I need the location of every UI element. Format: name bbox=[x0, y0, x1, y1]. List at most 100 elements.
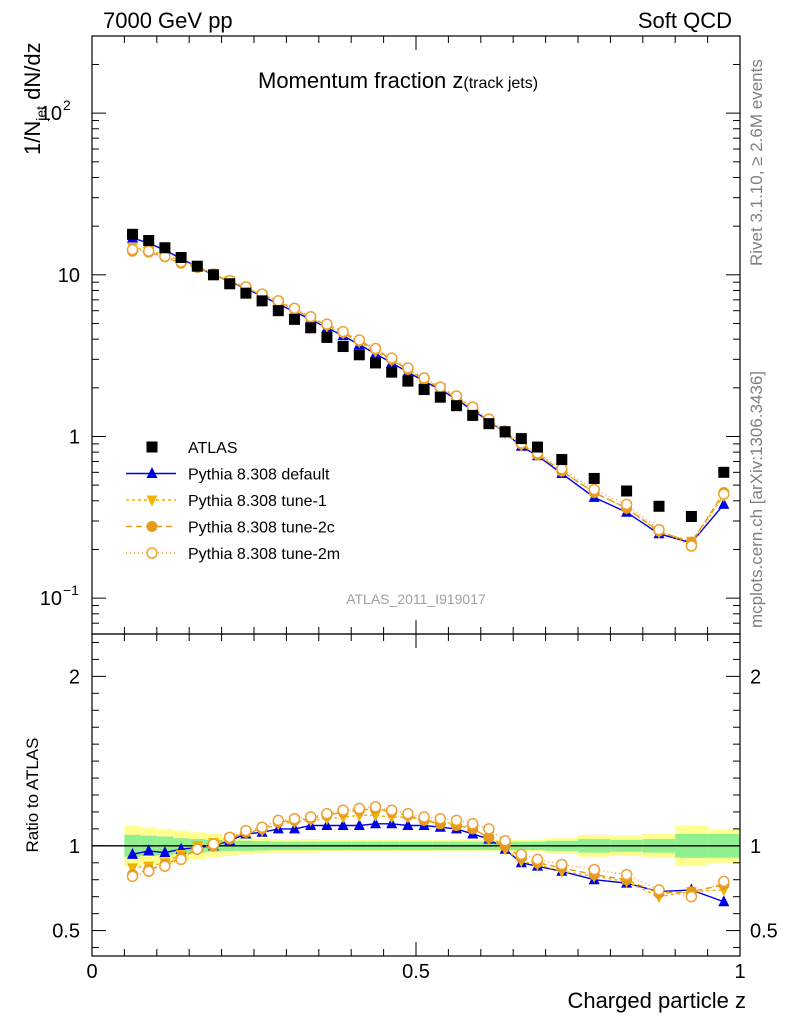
main-data-point bbox=[272, 295, 285, 307]
y-tick-label: 1 bbox=[69, 426, 80, 448]
main-data-point bbox=[418, 384, 430, 396]
main-data-point bbox=[369, 342, 382, 355]
ratio-data-point bbox=[223, 831, 236, 844]
main-y-label-prefix: 1/N bbox=[20, 121, 45, 155]
rivet-label: Rivet 3.1.10, ≥ 2.6M events bbox=[747, 59, 766, 266]
ratio-data-point bbox=[434, 812, 447, 825]
main-data-point bbox=[142, 245, 155, 257]
chart-title-main: Momentum fraction z bbox=[258, 68, 463, 93]
main-data-point bbox=[451, 400, 462, 412]
ratio-y-tick-label: 1 bbox=[69, 836, 80, 858]
ratio-data-point bbox=[402, 807, 414, 820]
main-data-point bbox=[418, 372, 430, 384]
ratio-data-point bbox=[499, 835, 511, 847]
main-data-point bbox=[321, 318, 333, 330]
y-tick-exponent: 2 bbox=[63, 97, 71, 113]
main-data-point bbox=[240, 287, 252, 299]
ratio-data-point bbox=[450, 814, 463, 827]
ratio-y-tick-label: 2 bbox=[69, 666, 80, 688]
main-data-point bbox=[272, 305, 284, 317]
main-data-point bbox=[305, 322, 317, 334]
main-data-point bbox=[126, 243, 139, 256]
process-label: Soft QCD bbox=[638, 8, 732, 33]
ratio-data-point bbox=[159, 846, 171, 858]
ratio-data-point bbox=[175, 853, 187, 866]
y-tick-label: 10 bbox=[40, 588, 62, 610]
ratio-data-point bbox=[321, 807, 333, 820]
main-data-point bbox=[208, 269, 219, 281]
ratio-data-point bbox=[127, 847, 138, 859]
ratio-data-point bbox=[159, 860, 171, 872]
ratio-data-point bbox=[127, 863, 138, 875]
main-data-point bbox=[224, 278, 236, 290]
ratio-data-point bbox=[369, 801, 382, 813]
main-data-point bbox=[370, 357, 381, 369]
main-data-point bbox=[718, 497, 730, 509]
legend-label: Pythia 8.308 tune-2c bbox=[188, 520, 335, 537]
main-data-point bbox=[402, 375, 414, 387]
main-data-point bbox=[127, 228, 138, 240]
main-data-point bbox=[402, 362, 414, 374]
chart-title: Momentum fraction z(track jets) bbox=[258, 68, 538, 93]
ratio-data-point bbox=[288, 812, 301, 825]
main-data-point bbox=[450, 390, 463, 402]
y-tick-label: 10 bbox=[58, 265, 80, 287]
main-data-point bbox=[621, 485, 633, 497]
main-data-point bbox=[467, 409, 479, 421]
main-data-point bbox=[143, 234, 155, 246]
ratio-data-point bbox=[337, 819, 349, 831]
main-data-point bbox=[288, 302, 301, 315]
legend-label: ATLAS bbox=[188, 440, 238, 457]
energy-label: 7000 GeV pp bbox=[103, 8, 233, 33]
main-y-label-suffix: dN/dz bbox=[20, 42, 45, 106]
main-data-point bbox=[353, 334, 366, 346]
legend-label: Pythia 8.308 tune-1 bbox=[188, 493, 327, 510]
ratio-data-point bbox=[718, 875, 730, 888]
main-data-point bbox=[483, 418, 495, 430]
main-data-point bbox=[685, 540, 698, 552]
main-data-point bbox=[386, 366, 398, 378]
main-data-point bbox=[588, 483, 600, 496]
x-tick-label: 0.5 bbox=[402, 961, 430, 983]
main-data-point bbox=[718, 466, 730, 478]
main-y-axis-label: 1/Njet dN/dz bbox=[20, 42, 49, 155]
ratio-data-point bbox=[620, 868, 633, 881]
x-axis-label: Charged particle z bbox=[567, 988, 746, 1013]
ratio-data-point bbox=[126, 870, 139, 883]
ratio-data-point bbox=[143, 844, 155, 856]
ratio-data-point bbox=[588, 863, 600, 876]
legend-marker bbox=[146, 495, 158, 507]
ratio-data-point bbox=[304, 811, 317, 823]
main-data-point bbox=[718, 488, 730, 500]
ratio-data-point bbox=[531, 853, 544, 866]
ratio-data-point bbox=[418, 811, 430, 823]
ratio-data-point bbox=[685, 890, 698, 903]
ratio-data-point bbox=[240, 824, 252, 837]
main-y-label-subscript: jet bbox=[33, 106, 49, 122]
ratio-data-point bbox=[353, 802, 366, 815]
main-data-point bbox=[588, 472, 600, 484]
ratio-data-point bbox=[515, 848, 528, 861]
ratio-data-point bbox=[256, 821, 268, 833]
mcplots-label: mcplots.cern.ch [arXiv:1306.3436] bbox=[747, 371, 766, 628]
main-panel-frame bbox=[91, 35, 741, 635]
legend-marker bbox=[146, 547, 158, 559]
ratio-data-point bbox=[142, 865, 155, 878]
main-data-point bbox=[620, 498, 633, 511]
ratio-data-point bbox=[337, 804, 349, 817]
legend-label: Pythia 8.308 default bbox=[188, 467, 330, 484]
ratio-data-point bbox=[466, 818, 479, 830]
main-data-point bbox=[653, 523, 665, 536]
ratio-series-line bbox=[132, 807, 724, 895]
ratio-data-point bbox=[483, 823, 495, 835]
ratio-data-point bbox=[370, 810, 381, 822]
legend-marker bbox=[146, 521, 158, 532]
ratio-y-tick-label-right: 0.5 bbox=[750, 921, 778, 943]
ratio-data-point bbox=[191, 843, 204, 855]
ratio-data-point bbox=[402, 819, 414, 831]
ratio-data-point bbox=[207, 838, 220, 850]
chart-title-sub: (track jets) bbox=[463, 75, 538, 92]
ratio-y-tick-label-right: 2 bbox=[750, 666, 761, 688]
ratio-data-point bbox=[272, 814, 285, 827]
